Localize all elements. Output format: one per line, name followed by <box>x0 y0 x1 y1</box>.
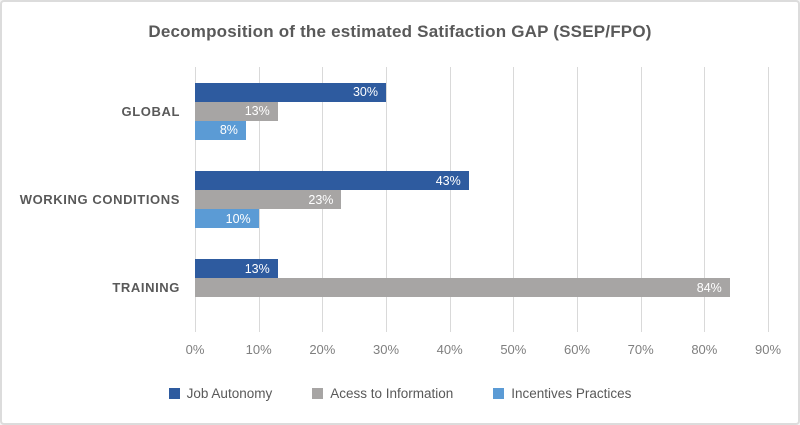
gridline <box>386 67 387 332</box>
gridline <box>704 67 706 332</box>
legend-swatch <box>493 388 505 399</box>
legend-item-acess-to-information: Acess to Information <box>312 386 453 401</box>
legend-label: Acess to Information <box>330 386 454 401</box>
category-label-training: TRAINING <box>112 280 180 296</box>
legend-swatch <box>312 388 324 399</box>
bar-working-conditions-job-autonomy: 43% <box>195 171 469 190</box>
x-tick-label: 50% <box>500 342 527 357</box>
bar-working-conditions-acess-to-information: 23% <box>195 190 342 209</box>
bar-value-label: 30% <box>352 85 378 100</box>
legend-swatch <box>168 388 180 399</box>
bar-global-acess-to-information: 13% <box>195 101 278 121</box>
bar-global-job-autonomy: 30% <box>195 82 386 102</box>
x-tick-label: 70% <box>627 342 654 357</box>
bar-value-label: 23% <box>308 192 334 207</box>
gridline <box>577 67 578 332</box>
category-label-working-conditions: WORKING CONDITIONS <box>19 191 180 207</box>
legend: Job Autonomy Acess to Information Incentiv… <box>2 386 798 401</box>
gridline <box>768 67 769 332</box>
bar-working-conditions-incentives-practices: 10% <box>195 209 259 228</box>
x-tick-label: 80% <box>691 342 718 357</box>
x-tick-label: 20% <box>309 342 336 357</box>
bar-value-label: 13% <box>244 104 270 119</box>
x-tick-label: 10% <box>245 342 272 357</box>
bar-training-acess-to-information: 84% <box>195 278 730 298</box>
legend-label: Incentives Practices <box>511 386 632 401</box>
bar-training-job-autonomy: 13% <box>195 259 278 279</box>
x-tick-label: 0% <box>185 342 205 357</box>
x-tick-label: 60% <box>563 342 591 357</box>
gridline <box>513 67 515 332</box>
bar-value-label: 84% <box>696 280 722 295</box>
plot-area: 30% 13% 8% 43% 23% 10% 13% 84% <box>195 67 769 332</box>
bar-value-label: 8% <box>219 123 238 138</box>
x-tick-label: 40% <box>436 342 463 357</box>
x-tick-label: 90% <box>754 342 782 357</box>
chart-title: Decomposition of the estimated Satifacti… <box>148 22 652 41</box>
legend-label: Job Autonomy <box>186 386 273 401</box>
legend-item-job-autonomy: Job Autonomy <box>168 386 273 401</box>
category-label-global: GLOBAL <box>121 103 180 119</box>
gridline <box>449 67 451 332</box>
bar-value-label: 10% <box>225 211 251 226</box>
bar-value-label: 13% <box>244 261 270 276</box>
x-tick-label: 30% <box>372 342 400 357</box>
x-axis: 0% 10% 20% 30% 40% 50% 60% 70% 80% 90% <box>186 342 781 360</box>
bar-value-label: 43% <box>435 173 461 188</box>
gridline <box>640 67 642 332</box>
category-axis: GLOBAL WORKING CONDITIONS TRAINING <box>10 67 180 332</box>
legend-item-incentives-practices: Incentives Practices <box>493 386 631 401</box>
bar-global-incentives-practices: 8% <box>195 120 246 140</box>
